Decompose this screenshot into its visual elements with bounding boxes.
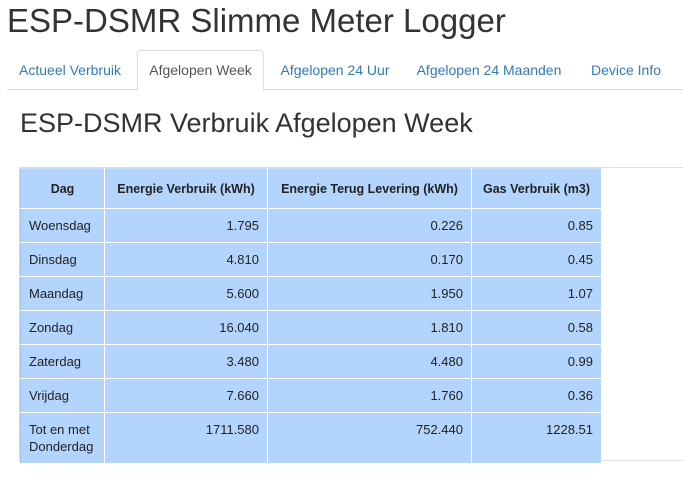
cell-terug-levering: 0.170 — [267, 242, 472, 277]
cell-day: Maandag — [20, 276, 105, 311]
table-row: Vrijdag 7.660 1.760 0.36 — [20, 378, 602, 413]
week-usage-table: Dag Energie Verbruik (kWh) Energie Terug… — [20, 168, 602, 464]
total-label-line2: Donderdag — [29, 439, 94, 454]
header-dag: Dag — [20, 168, 105, 209]
cell-gas: 0.45 — [471, 242, 602, 277]
cell-energie-verbruik: 16.040 — [104, 310, 268, 345]
cell-terug-levering: 1.760 — [267, 378, 472, 413]
header-energie-terug-levering: Energie Terug Levering (kWh) — [267, 168, 472, 209]
cell-gas: 0.85 — [471, 208, 602, 243]
tab-actueel-verbruik[interactable]: Actueel Verbruik — [19, 62, 121, 78]
cell-total-label: Tot en met Donderdag — [20, 412, 105, 464]
tab-device-info[interactable]: Device Info — [590, 62, 662, 78]
table-row: Maandag 5.600 1.950 1.07 — [20, 276, 602, 311]
cell-energie-verbruik: 7.660 — [104, 378, 268, 413]
cell-gas: 0.58 — [471, 310, 602, 345]
cell-gas: 1.07 — [471, 276, 602, 311]
table-row: Zaterdag 3.480 4.480 0.99 — [20, 344, 602, 379]
cell-energie-verbruik: 1.795 — [104, 208, 268, 243]
tab-afgelopen-24-maanden[interactable]: Afgelopen 24 Maanden — [416, 62, 562, 78]
cell-day: Vrijdag — [20, 378, 105, 413]
table-row: Woensdag 1.795 0.226 0.85 — [20, 208, 602, 243]
cell-day: Zondag — [20, 310, 105, 345]
cell-total-energie-verbruik: 1711.580 — [104, 412, 268, 464]
cell-terug-levering: 4.480 — [267, 344, 472, 379]
cell-energie-verbruik: 5.600 — [104, 276, 268, 311]
cell-energie-verbruik: 4.810 — [104, 242, 268, 277]
cell-terug-levering: 1.950 — [267, 276, 472, 311]
cell-day: Zaterdag — [20, 344, 105, 379]
page-heading: ESP-DSMR Verbruik Afgelopen Week — [20, 108, 473, 138]
cell-energie-verbruik: 3.480 — [104, 344, 268, 379]
cell-total-terug-levering: 752.440 — [267, 412, 472, 464]
cell-gas: 0.99 — [471, 344, 602, 379]
table-row: Dinsdag 4.810 0.170 0.45 — [20, 242, 602, 277]
table-total-row: Tot en met Donderdag 1711.580 752.440 12… — [20, 412, 602, 464]
tab-afgelopen-week[interactable]: Afgelopen Week — [137, 50, 264, 91]
table-row: Zondag 16.040 1.810 0.58 — [20, 310, 602, 345]
cell-day: Woensdag — [20, 208, 105, 243]
cell-gas: 0.36 — [471, 378, 602, 413]
tab-afgelopen-24-uur[interactable]: Afgelopen 24 Uur — [280, 62, 390, 78]
header-energie-verbruik: Energie Verbruik (kWh) — [104, 168, 268, 209]
cell-terug-levering: 0.226 — [267, 208, 472, 243]
table-header-row: Dag Energie Verbruik (kWh) Energie Terug… — [20, 168, 602, 209]
tab-bar: Actueel Verbruik Afgelopen Week Afgelope… — [7, 50, 683, 91]
cell-day: Dinsdag — [20, 242, 105, 277]
app-title: ESP-DSMR Slimme Meter Logger — [7, 2, 506, 39]
cell-total-gas: 1228.51 — [471, 412, 602, 464]
total-label-line1: Tot en met — [29, 422, 90, 437]
header-gas-verbruik: Gas Verbruik (m3) — [471, 168, 602, 209]
cell-terug-levering: 1.810 — [267, 310, 472, 345]
